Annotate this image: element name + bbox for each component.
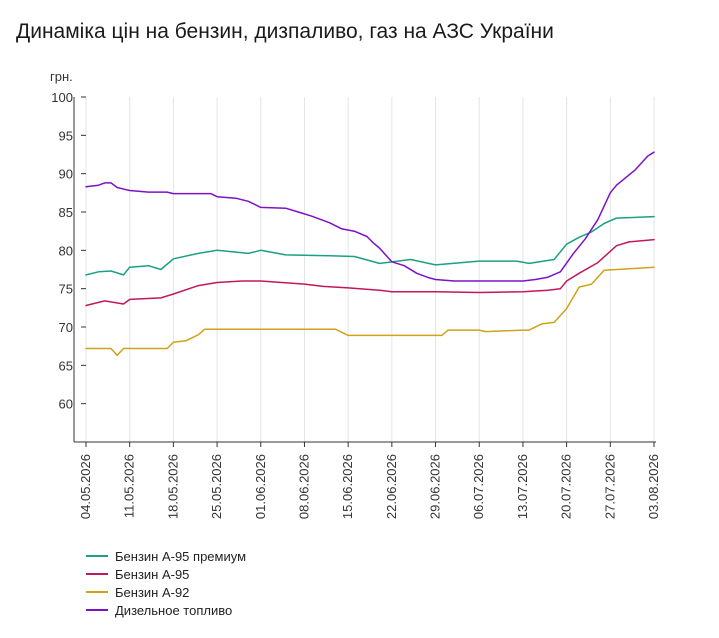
legend-label: Дизельное топливо [115,602,233,618]
legend-label: Бензин А-92 [115,584,190,600]
y-tick-label: 95 [59,128,73,143]
series-line [85,151,655,282]
x-tick-label: 15.06.2026 [340,454,355,519]
legend-item: Бензин А-92 [86,583,246,601]
y-tick-label: 100 [51,90,73,105]
legend-label: Бензин А-95 [115,566,190,582]
legend-item: Бензин А-95 премиум [86,547,246,565]
x-tick-label: 08.06.2026 [296,454,311,519]
x-tick-label: 04.05.2026 [78,454,93,519]
y-tick-label: 70 [59,320,73,335]
x-tick-label: 01.06.2026 [253,454,268,519]
chart-title: Динаміка цін на бензин, дизпаливо, газ н… [16,20,554,43]
legend-swatch [86,573,108,575]
grid-lines [85,97,655,442]
x-tick-label: 03.08.2026 [646,454,661,519]
series-line [85,215,655,276]
legend-item: Дизельное топливо [86,601,246,619]
x-tick-labels: 04.05.2026 11.05.2026 18.05.2026 25.05.2026… [78,454,661,519]
y-axis-label: грн. [50,69,73,84]
x-tick-label: 11.05.2026 [122,454,137,518]
series-line [85,238,655,307]
legend: Бензин А-95 премиум Бензин А-95 Бензин А-9… [86,547,246,619]
axes [73,96,656,447]
x-tick-label: 20.07.2026 [559,454,574,519]
x-tick-label: 06.07.2026 [471,454,486,519]
y-tick-label: 90 [59,167,73,182]
legend-swatch [86,555,108,557]
y-tick-label: 65 [59,358,73,373]
series-line [85,266,655,357]
x-tick-label: 13.07.2026 [515,454,530,519]
x-tick-label: 18.05.2026 [165,454,180,519]
y-tick-label: 60 [59,397,73,412]
line-chart: грн. 60 65 70 75 80 85 90 95 100 04.05.2026 11.05… [50,69,661,519]
legend-label: Бензин А-95 премиум [115,548,247,564]
legend-swatch [86,609,108,611]
x-tick-label: 27.07.2026 [602,454,617,519]
x-tick-label: 29.06.2026 [428,454,443,519]
legend-swatch [86,591,108,593]
y-tick-label: 80 [59,243,73,258]
series-lines [85,151,655,357]
y-tick-label: 85 [59,205,73,220]
x-tick-label: 25.05.2026 [209,454,224,519]
y-tick-labels: 60 65 70 75 80 85 90 95 100 [51,90,73,412]
y-tick-label: 75 [59,282,73,297]
legend-item: Бензин А-95 [86,565,246,583]
x-tick-label: 22.06.2026 [384,454,399,519]
